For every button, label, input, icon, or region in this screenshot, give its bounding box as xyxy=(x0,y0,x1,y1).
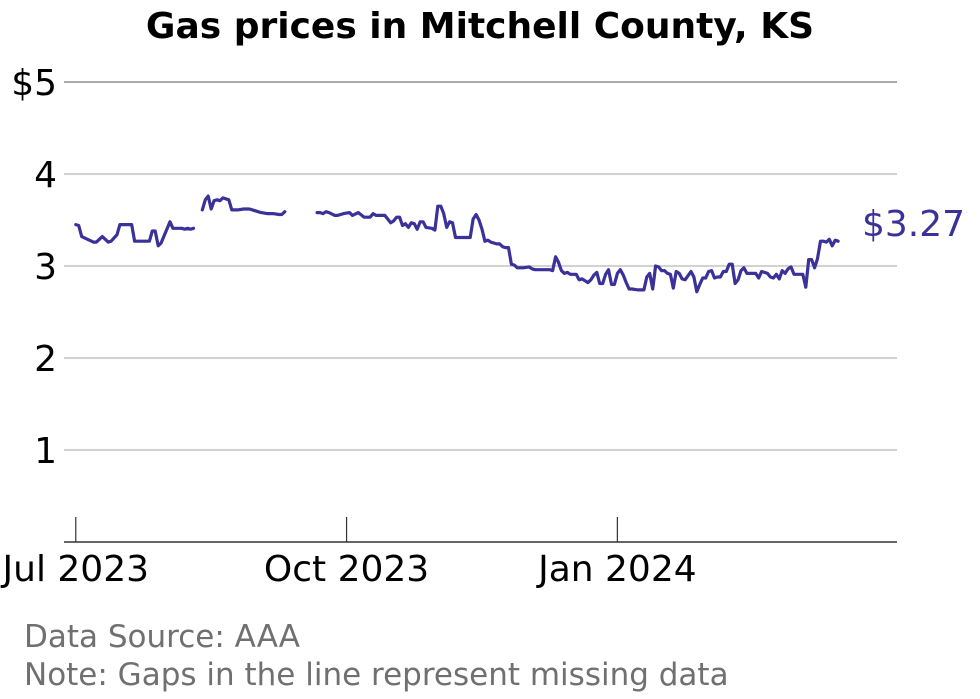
x-tick-label: Oct 2023 xyxy=(264,549,429,590)
x-axis: Jul 2023 Oct 2023 Jan 2024 xyxy=(1,517,897,590)
y-tick-label-5: $5 xyxy=(11,63,57,104)
y-tick-label-4: 4 xyxy=(34,155,57,196)
price-line-segment-3 xyxy=(315,204,840,294)
y-axis-tick-labels: $5 4 3 2 1 xyxy=(11,63,57,472)
price-line-segment-2 xyxy=(200,194,287,217)
latest-price-label: $3.27 xyxy=(862,204,965,245)
y-tick-label-2: 2 xyxy=(34,339,57,380)
price-series xyxy=(74,194,840,294)
gridlines xyxy=(64,81,897,451)
missing-data-note: Note: Gaps in the line represent missing… xyxy=(24,657,729,693)
chart-title: Gas prices in Mitchell County, KS xyxy=(146,6,814,47)
y-tick-label-1: 1 xyxy=(34,431,57,472)
x-tick-label: Jul 2023 xyxy=(1,549,150,590)
data-source-note: Data Source: AAA xyxy=(24,619,300,655)
x-tick-label: Jan 2024 xyxy=(536,549,697,590)
y-tick-label-3: 3 xyxy=(34,247,57,288)
price-line-segment-1 xyxy=(74,220,196,248)
